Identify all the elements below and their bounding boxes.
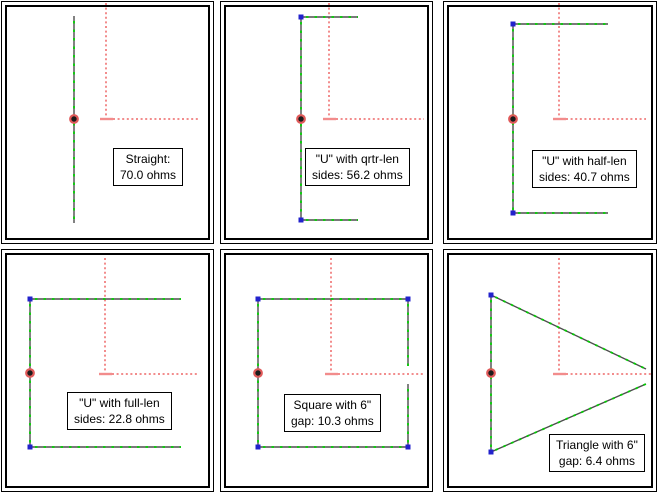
impedance-label-line1: Straight:: [125, 152, 171, 166]
antenna-wireframe-u-full: [25, 258, 198, 450]
impedance-label-line2: gap: 6.4 ohms: [558, 454, 635, 468]
panel-square-gap: Square with 6" gap: 10.3 ohms: [220, 249, 433, 492]
panel-u-half: "U" with half-len sides: 40.7 ohms: [443, 1, 657, 244]
impedance-label: "U" with full-len sides: 22.8 ohms: [67, 392, 172, 430]
impedance-label: Square with 6" gap: 10.3 ohms: [284, 394, 381, 432]
antenna-wireframe-square-gap: [253, 258, 424, 450]
antenna-wireframe-u-half: [508, 3, 646, 216]
impedance-label-line2: sides: 40.7 ohms: [539, 170, 630, 184]
impedance-label-line1: Triangle with 6": [556, 438, 638, 452]
antenna-wireframe-u-quarter: [296, 3, 424, 223]
panel-u-quarter: "U" with qrtr-len sides: 56.2 ohms: [220, 1, 433, 244]
antenna-wireframe-triangle-gap: [486, 258, 652, 455]
impedance-label-line1: "U" with qrtr-len: [315, 152, 399, 166]
impedance-label-line2: sides: 56.2 ohms: [312, 168, 403, 182]
impedance-label: "U" with qrtr-len sides: 56.2 ohms: [305, 148, 410, 186]
impedance-label-line1: "U" with half-len: [542, 154, 627, 168]
panel-u-full: "U" with full-len sides: 22.8 ohms: [1, 249, 214, 492]
impedance-label: "U" with half-len sides: 40.7 ohms: [532, 150, 637, 188]
impedance-label: Straight: 70.0 ohms: [113, 148, 184, 186]
impedance-label-line1: Square with 6": [293, 398, 372, 412]
impedance-label-line2: gap: 10.3 ohms: [291, 414, 374, 428]
antenna-wireframe-straight: [69, 3, 198, 223]
impedance-label-line2: 70.0 ohms: [120, 168, 177, 182]
impedance-label-line2: sides: 22.8 ohms: [74, 412, 165, 426]
panel-straight: Straight: 70.0 ohms: [1, 1, 214, 244]
panel-triangle-gap: Triangle with 6" gap: 6.4 ohms: [443, 249, 657, 492]
impedance-label: Triangle with 6" gap: 6.4 ohms: [549, 434, 645, 472]
impedance-label-line1: "U" with full-len: [79, 396, 160, 410]
